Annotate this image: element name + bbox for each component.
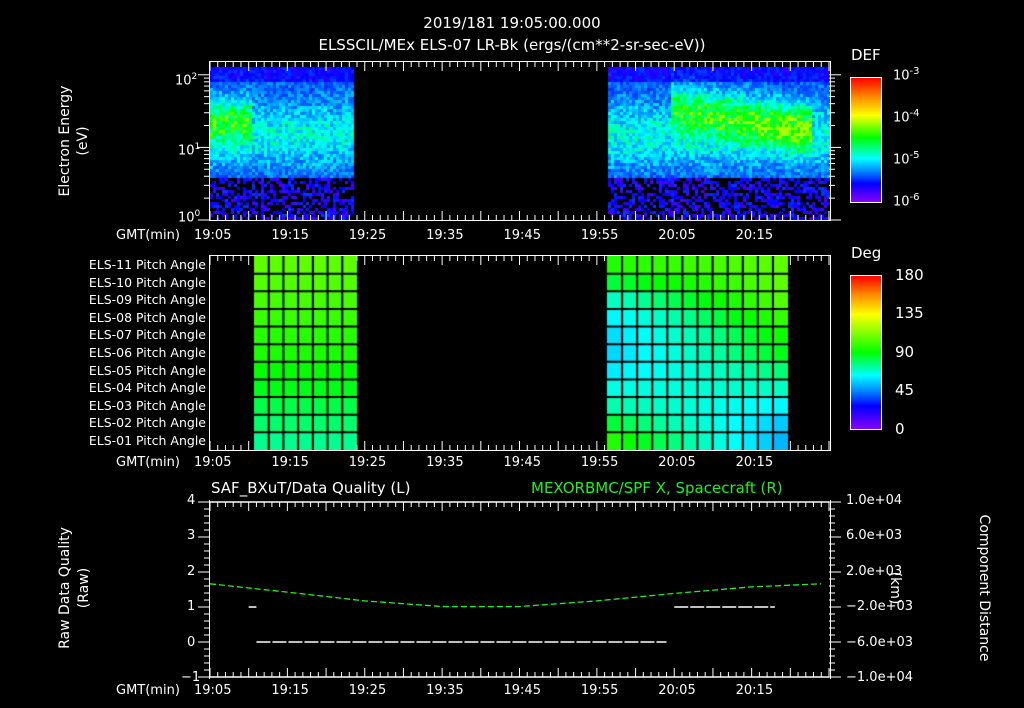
panel2-frame [209,255,831,451]
panel1-ytick-100: 102 [175,72,198,89]
panel3-y2tick: 6.0e+03 [846,528,903,543]
plot-timestamp: 2019/181 19:05:00.000 [423,14,601,32]
xaxis-tick-label: 20:05 [658,683,696,698]
xaxis-tick-label: 19:15 [271,228,309,243]
colorbar2-tick-180: 180 [895,266,924,284]
panel3-y2tick: −6.0e+03 [846,635,913,650]
panel3-y2tick: −2.0e+03 [846,599,913,614]
pitch-angle-row-label: ELS-01 Pitch Angle [88,433,206,448]
colorbar-def [850,77,882,203]
colorbar2-title: Deg [851,244,882,262]
panel3-ytick: 3 [187,528,196,543]
pitch-angle-row-label: ELS-04 Pitch Angle [88,380,206,396]
panel1-ytick-10: 101 [178,142,201,159]
colorbar1-tick: 10-5 [893,150,920,168]
panel3-ytick: −1 [181,670,201,685]
xaxis-tick-label: 19:35 [426,683,464,698]
xaxis-tick-label: 19:15 [271,455,309,470]
panel3-right-title: MEXORBMC/SPF X, Spacecraft (R) [531,479,783,497]
xaxis-tick-label: 19:55 [580,228,619,243]
xaxis-tick-label: 19:35 [426,228,464,243]
xaxis-label: GMT(min) [116,228,180,243]
xaxis-tick-label: 20:15 [735,683,774,698]
pitch-angle-row-label: ELS-03 Pitch Angle [88,397,206,413]
panel3-ytick: 1 [187,599,196,614]
pitch-angle-row-label: ELS-06 Pitch Angle [88,345,206,360]
xaxis-tick-label: 20:15 [735,455,774,470]
pitch-angle-plot [210,256,830,450]
pitch-angle-row-label: ELS-09 Pitch Angle [88,292,206,308]
xaxis-tick-label: 19:05 [194,455,232,470]
xaxis-tick-label: 20:05 [658,228,696,243]
panel3-right-yunits: (km) [887,571,903,605]
xaxis-tick-label: 19:25 [348,455,387,470]
xaxis-tick-label: 19:55 [580,455,619,470]
pitch-angle-row-label: ELS-02 Pitch Angle [88,415,206,431]
xaxis-tick-label: 19:55 [580,683,619,698]
panel3-ytick: 2 [187,564,196,579]
panel3-y2tick: 2.0e+03 [846,564,903,579]
xaxis-label: GMT(min) [116,455,180,470]
plot-subtitle: ELSSCIL/MEx ELS-07 LR-Bk (ergs/(cm**2-sr… [318,36,706,54]
colorbar1-tick: 10-6 [893,192,920,210]
panel3-right-ylabel: Component Distance [976,514,992,662]
colorbar1-title: DEF [851,46,881,64]
xaxis-tick-label: 19:25 [348,683,387,698]
pitch-angle-row-label: ELS-11 Pitch Angle [88,257,206,272]
colorbar2-tick-90: 90 [895,343,915,361]
xaxis-tick-label: 19:25 [348,228,387,243]
pitch-angle-row-label: ELS-05 Pitch Angle [88,362,206,378]
colorbar1-tick: 10-4 [893,108,920,126]
panel3-left-title: SAF_BXuT/Data Quality (L) [211,479,411,497]
panel1-frame [209,61,831,221]
xaxis-tick-label: 19:45 [503,455,541,470]
xaxis-tick-label: 19:15 [271,683,309,698]
pitch-angle-row-label: ELS-10 Pitch Angle [88,274,206,290]
colorbar2-tick-45: 45 [895,381,915,399]
spectrogram-plot [210,62,830,220]
xaxis-tick-label: 19:05 [194,683,232,698]
panel1-ytick-1: 100 [178,209,201,226]
xaxis-tick-label: 20:15 [735,228,774,243]
colorbar1-tick: 10-3 [893,66,920,84]
colorbar-deg [850,275,882,430]
xaxis-tick-label: 19:45 [503,228,541,243]
panel3-ytick: 0 [187,635,196,650]
xaxis-tick-label: 19:35 [426,455,464,470]
panel3-frame [209,500,831,679]
panel3-y2tick: −1.0e+04 [846,670,913,685]
xaxis-tick-label: 19:45 [503,683,541,698]
xaxis-label: GMT(min) [116,683,180,698]
colorbar2-tick-0: 0 [895,420,905,438]
xaxis-tick-label: 20:05 [658,455,696,470]
xaxis-tick-label: 19:05 [194,228,232,243]
panel3-y2tick: 1.0e+04 [846,493,903,508]
panel3-ytick: 4 [187,493,196,508]
pitch-angle-row-label: ELS-08 Pitch Angle [88,309,206,325]
colorbar2-tick-135: 135 [895,304,924,322]
pitch-angle-row-label: ELS-07 Pitch Angle [88,327,206,343]
